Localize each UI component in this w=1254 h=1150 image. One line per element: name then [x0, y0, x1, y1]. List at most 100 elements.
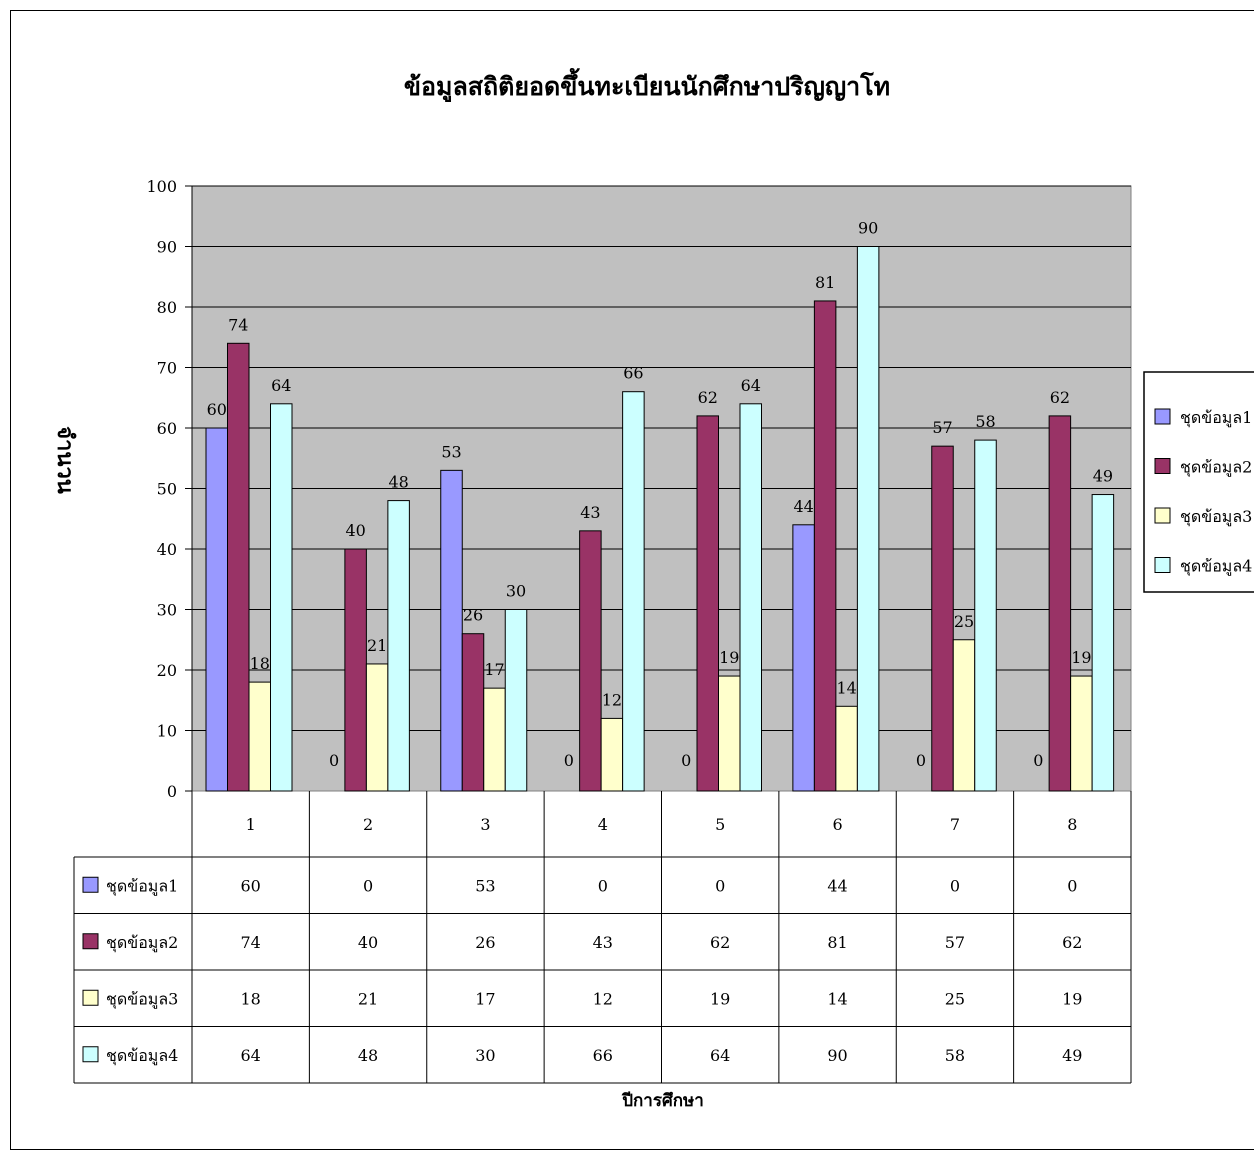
bar — [974, 439, 997, 792]
y-tick-label: 70 — [157, 359, 177, 378]
bar — [739, 403, 762, 792]
table-cell: 90 — [827, 1046, 847, 1065]
x-tick-label: 2 — [363, 815, 373, 834]
bar — [718, 675, 741, 792]
table-cell: 64 — [710, 1046, 730, 1065]
x-tick-label: 8 — [1067, 815, 1077, 834]
x-tick-label: 6 — [832, 815, 842, 834]
bars: 60 74 18 64 0 40 21 48 53 26 17 30 0 43 12 66 0 62 19 64 44 8… — [205, 219, 1115, 792]
bar — [931, 445, 954, 792]
table-series-name: ชุดข้อมูล1 — [106, 876, 178, 896]
table-cell: 0 — [363, 876, 373, 895]
data-label: 25 — [954, 612, 974, 631]
y-tick-label: 60 — [157, 419, 177, 438]
data-label: 62 — [698, 388, 718, 407]
y-tick-label: 50 — [157, 480, 177, 499]
table-cell: 17 — [475, 989, 495, 1008]
data-label: 18 — [250, 654, 270, 673]
legend-swatch — [1154, 458, 1171, 474]
data-label: 53 — [441, 442, 461, 461]
data-label: 0 — [681, 751, 691, 770]
data-label: 58 — [975, 412, 995, 431]
data-label: 48 — [388, 473, 408, 492]
y-tick-label: 20 — [157, 661, 177, 680]
data-label: 21 — [367, 636, 387, 655]
table-cell: 44 — [827, 876, 847, 895]
y-tick-label: 10 — [157, 722, 177, 741]
table-series-name: ชุดข้อมูล4 — [106, 1046, 178, 1066]
table-legend-key — [82, 933, 99, 950]
bar — [856, 246, 880, 792]
bar — [387, 500, 410, 792]
bar — [1070, 675, 1093, 792]
data-label: 0 — [916, 751, 926, 770]
x-tick-label: 5 — [715, 815, 725, 834]
data-label: 90 — [858, 219, 878, 238]
table-cell: 43 — [593, 933, 613, 952]
x-tick-label: 1 — [246, 815, 256, 834]
table-cell: 19 — [1062, 989, 1082, 1008]
table-cell: 81 — [827, 933, 847, 952]
bar — [483, 687, 506, 792]
table-cell: 58 — [945, 1046, 965, 1065]
table-cell: 21 — [358, 989, 378, 1008]
table-cell: 57 — [945, 933, 965, 952]
data-label: 49 — [1093, 467, 1113, 486]
table-cell: 49 — [1062, 1046, 1082, 1065]
data-label: 0 — [329, 751, 339, 770]
data-label: 14 — [836, 678, 856, 697]
bar — [344, 548, 367, 792]
legend-swatch — [1154, 408, 1171, 425]
table-cell: 25 — [945, 989, 965, 1008]
table-cell: 53 — [475, 876, 495, 895]
legend: ชุดข้อมูล1 ชุดข้อมูล2 ชุดข้อมูล3 ชุดข้อมูล4 — [1143, 371, 1254, 593]
table-cell: 62 — [1062, 933, 1082, 952]
bar — [1048, 415, 1072, 792]
legend-label: ชุดข้อมูล2 — [1180, 458, 1252, 478]
legend-swatch — [1154, 557, 1171, 573]
y-tick-label: 40 — [157, 540, 177, 559]
table-legend-key — [82, 876, 99, 893]
table-cell: 26 — [475, 933, 495, 952]
table-cell: 0 — [715, 876, 725, 895]
bar — [270, 403, 293, 792]
table-cell: 18 — [241, 989, 261, 1008]
data-label: 12 — [602, 690, 622, 709]
data-label: 81 — [815, 273, 835, 292]
table-series-name: ชุดข้อมูล3 — [106, 989, 178, 1009]
bar — [792, 524, 815, 792]
table-cell: 74 — [241, 933, 261, 952]
data-label: 17 — [484, 660, 504, 679]
bar — [600, 717, 624, 792]
table-legend-key — [82, 1046, 99, 1063]
bar — [835, 705, 858, 792]
data-label: 62 — [1050, 388, 1070, 407]
data-label: 40 — [345, 521, 365, 540]
bar — [440, 469, 463, 792]
y-tick-label: 90 — [157, 238, 177, 257]
legend-label: ชุดข้อมูล4 — [1180, 557, 1252, 577]
table-cell: 12 — [593, 989, 613, 1008]
table-cell: 0 — [950, 876, 960, 895]
data-label: 26 — [463, 606, 483, 625]
data-label: 57 — [932, 418, 952, 437]
bar — [579, 530, 602, 792]
table-cell: 62 — [710, 933, 730, 952]
bar — [205, 427, 228, 792]
data-label: 66 — [623, 364, 643, 383]
table-cell: 0 — [598, 876, 608, 895]
table-cell: 0 — [1067, 876, 1077, 895]
bar — [696, 415, 719, 792]
table-cell: 64 — [241, 1046, 261, 1065]
data-label: 60 — [207, 400, 227, 419]
legend-swatch — [1154, 507, 1171, 524]
bar — [504, 609, 528, 792]
bar — [952, 639, 976, 792]
table-series-name: ชุดข้อมูล2 — [106, 933, 178, 953]
data-label: 44 — [793, 497, 813, 516]
data-label: 19 — [719, 648, 739, 667]
table-cell: 30 — [475, 1046, 495, 1065]
legend-label: ชุดข้อมูล1 — [1180, 408, 1252, 428]
bar — [622, 391, 645, 792]
